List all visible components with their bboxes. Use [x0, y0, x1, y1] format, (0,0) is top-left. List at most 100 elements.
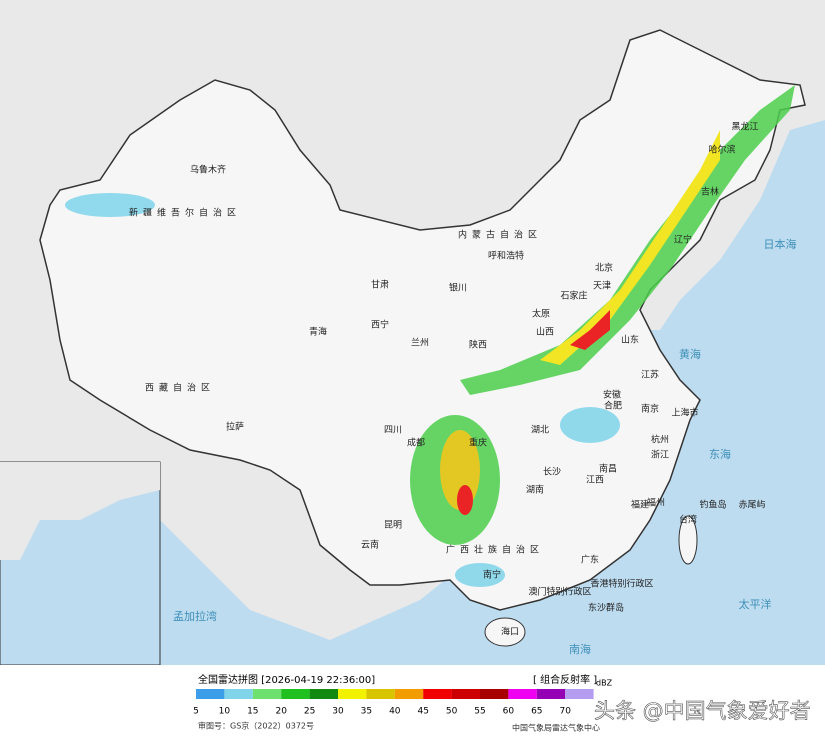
- legend-label: 15: [247, 707, 258, 717]
- echo-xinjiang: [65, 193, 155, 217]
- place-label: 甘肃: [371, 279, 389, 291]
- title: 全国雷达拼图 [2026-04-19 22:36:00]: [198, 673, 375, 686]
- place-label: 台湾: [679, 514, 697, 526]
- legend-swatch: [508, 689, 537, 699]
- legend-swatch: [281, 689, 310, 699]
- place-label: 广西壮族自治区: [446, 544, 544, 556]
- place-label: 澳门特别行政区: [528, 586, 591, 598]
- place-label: 呼和浩特: [488, 250, 524, 262]
- legend-label: 40: [389, 707, 401, 717]
- echo-strong: [570, 310, 610, 350]
- sea-label: 日本海: [764, 237, 797, 251]
- place-label: 石家庄: [560, 290, 587, 302]
- place-label: 南京: [641, 403, 659, 415]
- legend-swatch: [565, 689, 594, 699]
- sea-label: 黄海: [679, 347, 701, 361]
- legend-swatch: [451, 689, 480, 699]
- echo-guangxi: [455, 563, 505, 587]
- approval: 审图号：GS京（2022）0372号: [198, 721, 314, 731]
- product: [ 组合反射率 ]: [533, 673, 597, 686]
- legend-label: 25: [304, 707, 315, 717]
- place-label: 海口: [501, 626, 519, 638]
- place-label: 南昌: [599, 463, 617, 475]
- legend-label: 45: [417, 707, 428, 717]
- legend-label: 10: [219, 707, 231, 717]
- sea-label: 南海: [569, 642, 591, 656]
- place-label: 赤尾屿: [738, 500, 765, 511]
- legend-label: 55: [474, 707, 485, 717]
- legend-label: 30: [332, 707, 344, 717]
- legend-swatch: [338, 689, 367, 699]
- place-label: 成都: [407, 437, 425, 449]
- place-label: 湖南: [526, 484, 544, 496]
- place-label: 西藏自治区: [145, 382, 215, 394]
- sea-label: 东海: [709, 447, 731, 461]
- legend-label: 70: [559, 707, 571, 717]
- footer-panel: [0, 665, 825, 739]
- place-label: 杭州: [651, 434, 669, 446]
- place-label: 辽宁: [674, 234, 692, 246]
- place-label: 太原: [532, 308, 550, 320]
- radar-echoes: [65, 85, 795, 587]
- place-label: 福建: [631, 499, 649, 511]
- legend-label: 5: [193, 707, 199, 717]
- place-label: 合肥: [604, 400, 622, 412]
- place-label: 哈尔滨: [708, 144, 735, 156]
- legend: 5 10 15 20 25 30 35 40 45 50 55 60 65 70: [193, 689, 594, 717]
- legend-label: 50: [446, 707, 458, 717]
- legend-swatch: [366, 689, 395, 699]
- place-label: 安徽: [603, 389, 621, 401]
- legend-swatch: [536, 689, 566, 699]
- legend-swatch: [480, 689, 509, 699]
- hainan: [484, 617, 526, 647]
- place-label: 江苏: [641, 369, 659, 381]
- place-label: 天津: [593, 281, 611, 292]
- place-label: 香港特别行政区: [590, 578, 653, 590]
- place-label: 长沙: [543, 466, 561, 478]
- legend-label: 35: [361, 707, 372, 717]
- place-label: 新疆维吾尔自治区: [129, 207, 241, 219]
- inset-land: [0, 462, 160, 560]
- place-label: 兰州: [411, 337, 429, 349]
- place-label: 钓鱼岛: [699, 499, 726, 511]
- sea-label: 太平洋: [739, 597, 772, 611]
- place-label: 广东: [581, 554, 599, 566]
- place-label: 陕西: [469, 339, 487, 351]
- legend-label: 60: [503, 707, 515, 717]
- watermark: 头条 @中国气象爱好者: [594, 699, 811, 723]
- place-label: 北京: [595, 262, 613, 274]
- sea-label: 孟加拉湾: [173, 609, 217, 623]
- place-label: 湖北: [531, 425, 549, 436]
- place-label: 内蒙古自治区: [458, 229, 542, 241]
- place-label: 云南: [361, 539, 379, 551]
- place-label: 山东: [621, 334, 639, 346]
- place-label: 东沙群岛: [588, 602, 624, 614]
- place-label: 福州: [647, 497, 665, 509]
- place-label: 上海市: [671, 407, 698, 419]
- legend-label: 20: [275, 707, 287, 717]
- place-label: 浙江: [651, 449, 669, 461]
- legend-swatch: [423, 689, 452, 699]
- place-label: 银川: [449, 282, 467, 294]
- echo-hubei: [560, 407, 620, 443]
- source: 中国气象局雷达气象中心: [512, 723, 600, 733]
- unit: dBZ: [596, 679, 613, 688]
- taiwan: [678, 515, 698, 565]
- place-label: 南宁: [483, 569, 501, 581]
- place-label: 拉萨: [226, 421, 244, 433]
- place-label: 乌鲁木齐: [190, 164, 226, 176]
- place-label: 山西: [536, 327, 554, 338]
- place-label: 黑龙江: [731, 121, 758, 133]
- echo-sichuan-strong: [457, 485, 473, 515]
- place-label: 青海: [309, 326, 327, 338]
- legend-swatch: [309, 689, 338, 699]
- place-label: 四川: [384, 426, 402, 436]
- legend-swatch: [394, 689, 424, 699]
- place-label: 吉林: [701, 186, 719, 198]
- place-label: 昆明: [384, 520, 402, 531]
- legend-label: 65: [531, 707, 542, 717]
- legend-swatch: [196, 689, 225, 699]
- place-label: 重庆: [469, 437, 487, 449]
